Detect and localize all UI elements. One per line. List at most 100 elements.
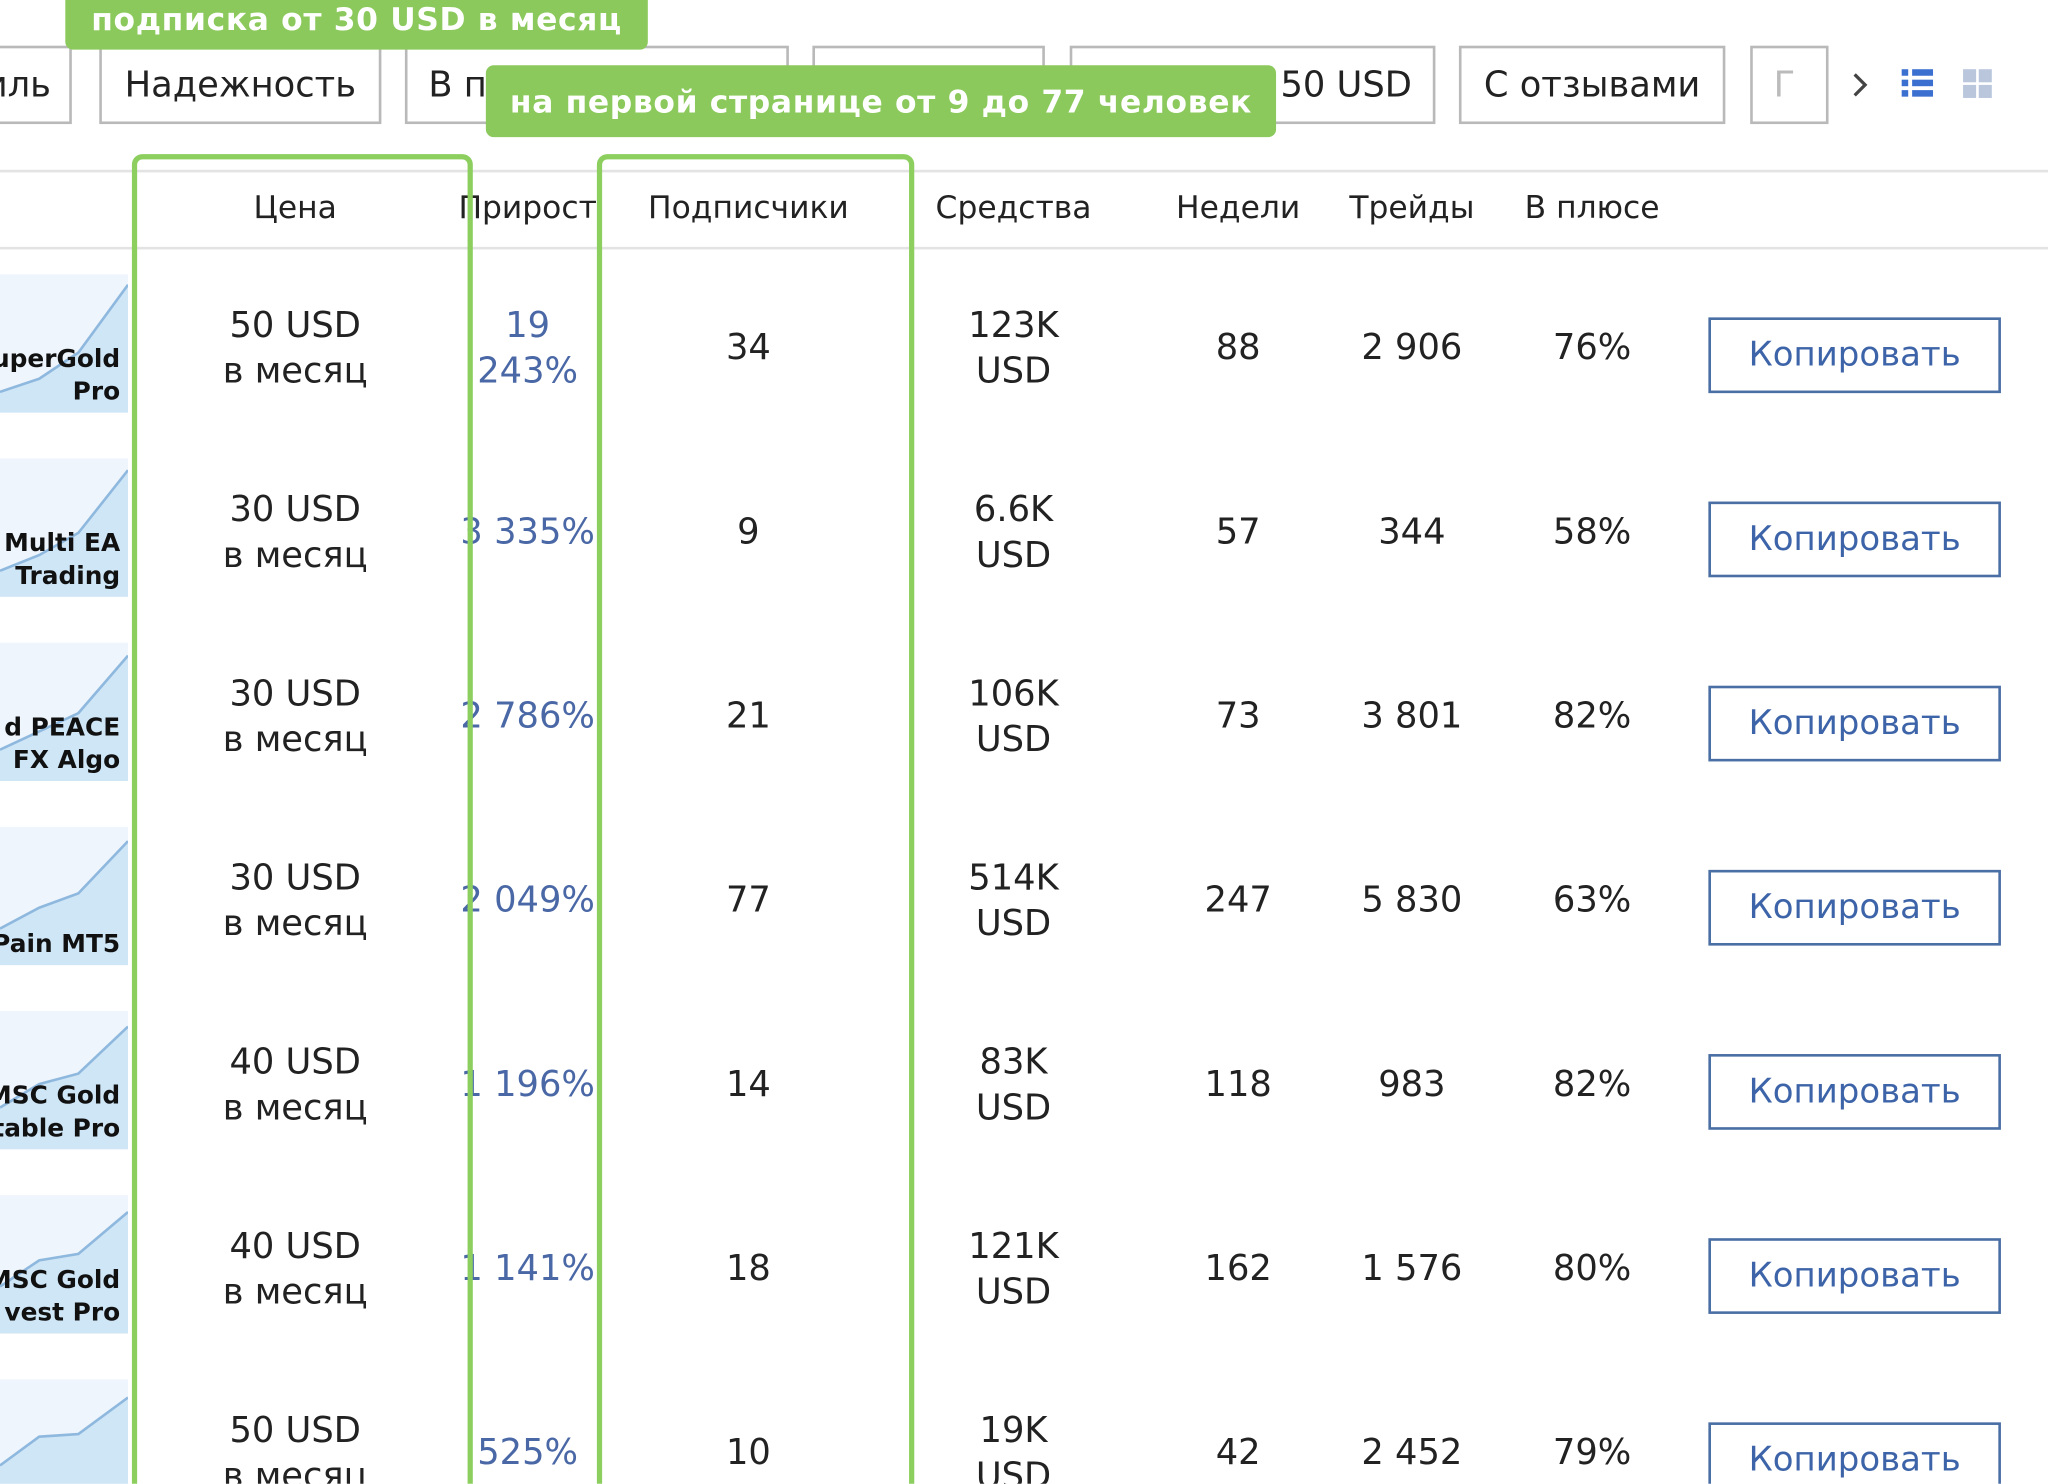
funds-unit: USD: [975, 1272, 1052, 1313]
column-header: Недели: [1176, 189, 1301, 226]
funds-unit: USD: [975, 1087, 1052, 1129]
equity-thumbnail[interactable]: [0, 642, 128, 782]
copy-button[interactable]: Копировать: [1708, 501, 2001, 578]
subscribers: 21: [725, 696, 771, 737]
price-period: в месяц: [222, 903, 368, 945]
thumbnail-part: [0, 654, 128, 751]
column-header: В плюсе: [1524, 189, 1660, 226]
profitable-share: 58%: [1552, 511, 1632, 553]
subscribers: 9: [737, 511, 760, 553]
weeks: 118: [1204, 1064, 1272, 1105]
funds: 83K: [979, 1042, 1048, 1083]
funds: 106K: [968, 673, 1059, 715]
profitable-share: 79%: [1552, 1432, 1632, 1474]
column-header: Средства: [935, 189, 1092, 226]
highlight-box: [596, 154, 915, 1484]
thumbnail-part: [0, 284, 128, 413]
equity-thumbnail[interactable]: [0, 1195, 128, 1334]
price: 30 USD: [229, 858, 361, 899]
strategy-name[interactable]: table Pro: [0, 1114, 121, 1143]
filter-button[interactable]: Надежность: [99, 45, 382, 125]
growth: 1 141%: [460, 1248, 595, 1290]
thumbnail-part: [0, 470, 128, 597]
funds-unit: USD: [975, 1456, 1052, 1484]
strategy-name[interactable]: MSC Gold: [0, 1081, 121, 1111]
thumbnail-part: [0, 1211, 128, 1288]
subscribers: 77: [725, 880, 771, 921]
thumbnail-part: [0, 655, 128, 782]
filter-button[interactable]: иль: [0, 45, 72, 125]
copy-button[interactable]: Копировать: [1708, 869, 2001, 946]
equity-thumbnail[interactable]: [0, 458, 128, 597]
subscribers: 10: [725, 1432, 771, 1474]
list-view-icon[interactable]: [1901, 69, 1934, 97]
copy-button[interactable]: Копировать: [1708, 685, 2001, 762]
profitable-share: 80%: [1552, 1248, 1632, 1290]
thumbnail-part: [0, 1212, 128, 1334]
next-arrow[interactable]: [1853, 73, 1868, 97]
price-period: в месяц: [222, 1456, 368, 1484]
funds-unit: USD: [975, 719, 1052, 761]
weeks: 57: [1215, 511, 1261, 553]
copy-button[interactable]: Копировать: [1708, 1238, 2001, 1314]
strategy-name[interactable]: Pain MT5: [0, 929, 121, 959]
equity-thumbnail[interactable]: [0, 274, 128, 413]
price: 30 USD: [229, 489, 361, 531]
trades: 5 830: [1361, 880, 1463, 921]
grid-view-icon[interactable]: [1963, 69, 1992, 98]
thumbnail-part: [0, 1025, 128, 1109]
funds: 121K: [968, 1226, 1059, 1267]
copy-button[interactable]: Копировать: [1708, 1054, 2001, 1130]
price: 30 USD: [229, 673, 361, 715]
profitable-share: 82%: [1552, 1064, 1632, 1105]
subscribers: 14: [725, 1064, 771, 1105]
divider: [0, 169, 2048, 173]
thumbnail-part: [0, 1396, 128, 1467]
price-period: в месяц: [222, 535, 368, 576]
divider: [0, 246, 2048, 250]
profitable-share: 63%: [1552, 880, 1632, 921]
equity-thumbnail[interactable]: [0, 1379, 128, 1484]
filter-button[interactable]: С отзывами: [1458, 45, 1726, 125]
funds-unit: USD: [975, 535, 1052, 576]
funds-unit: USD: [975, 351, 1052, 392]
funds-unit: USD: [975, 903, 1052, 945]
trades: 983: [1378, 1064, 1446, 1105]
column-header: Подписчики: [648, 189, 849, 226]
strategy-name[interactable]: vest Pro: [4, 1298, 121, 1327]
strategy-name[interactable]: d PEACE: [4, 713, 121, 742]
equity-thumbnail[interactable]: [0, 1010, 128, 1150]
price-period: в месяц: [222, 1272, 368, 1313]
copy-button[interactable]: Копировать: [1708, 1422, 2001, 1484]
thumbnail-part: [0, 283, 128, 394]
strategy-name[interactable]: Pro: [72, 377, 121, 407]
growth: 2 049%: [460, 880, 595, 921]
column-header: Цена: [253, 189, 337, 226]
price: 50 USD: [229, 305, 361, 347]
price-period: в месяц: [222, 351, 368, 392]
strategy-name[interactable]: Trading: [15, 561, 121, 591]
copy-button[interactable]: Копировать: [1708, 317, 2001, 394]
thumbnail-part: [0, 469, 128, 572]
thumbnail-part: [0, 841, 128, 966]
price-period: в месяц: [222, 719, 368, 761]
strategy-name[interactable]: Multi EA: [4, 528, 121, 558]
strategy-name[interactable]: MSC Gold: [0, 1265, 121, 1295]
weeks: 73: [1215, 696, 1261, 737]
price: 40 USD: [229, 1226, 361, 1267]
trades: 3 801: [1361, 696, 1463, 737]
equity-thumbnail[interactable]: [0, 826, 128, 966]
column-header: Трейды: [1349, 189, 1475, 226]
thumbnail-part: [0, 840, 128, 930]
strategy-name[interactable]: uperGold: [0, 344, 121, 374]
strategy-name[interactable]: FX Algo: [12, 745, 121, 775]
profitable-share: 82%: [1552, 696, 1632, 737]
thumbnail-part: [0, 1397, 128, 1484]
trades: 2 452: [1361, 1432, 1463, 1474]
growth: 19: [505, 304, 551, 346]
growth: 3 335%: [460, 511, 595, 553]
filter-button[interactable]: Г: [1750, 45, 1829, 125]
growth: 525%: [477, 1432, 579, 1474]
